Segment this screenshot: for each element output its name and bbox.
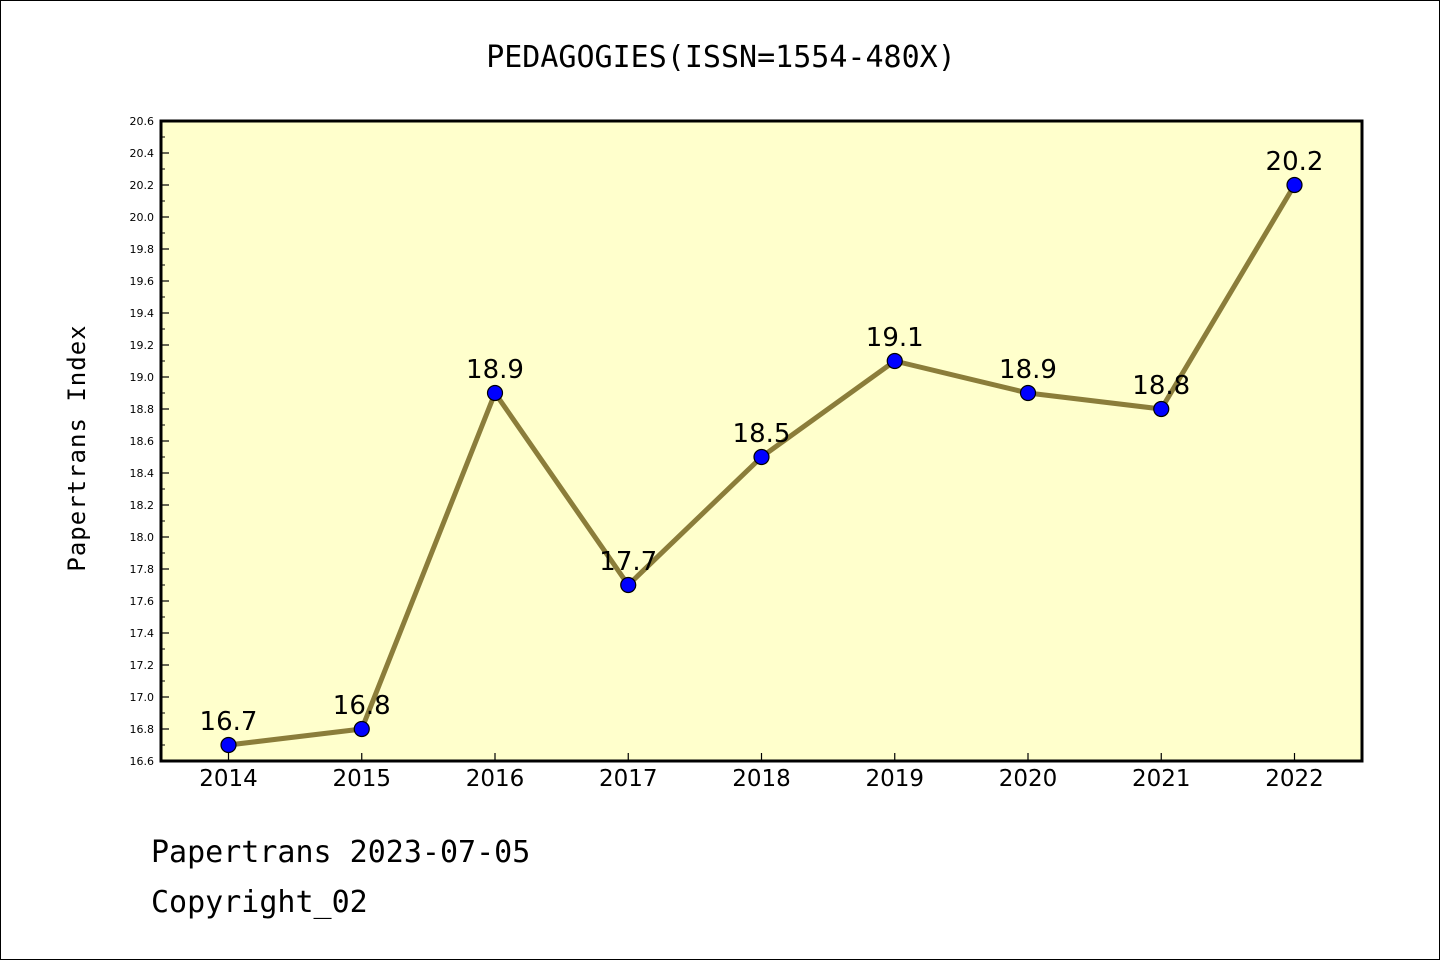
y-tick-label: 20.2 <box>130 179 155 192</box>
y-tick-label: 20.6 <box>130 115 155 128</box>
x-tick-label: 2021 <box>1132 766 1191 792</box>
x-tick-label: 2022 <box>1265 766 1324 792</box>
data-point-2019 <box>886 352 903 370</box>
data-markers <box>220 176 1303 754</box>
data-point-2020 <box>1019 384 1037 402</box>
y-tick-label: 18.8 <box>130 403 155 416</box>
data-label-2021: 18.8 <box>1132 371 1190 401</box>
y-tick-label: 20.0 <box>130 211 155 224</box>
y-tick-label: 17.2 <box>130 659 155 672</box>
y-tick-label: 18.6 <box>130 435 155 448</box>
footer-copyright: Copyright_02 <box>151 885 368 920</box>
data-label-2018: 18.5 <box>733 419 791 449</box>
y-tick-label: 16.8 <box>130 723 155 736</box>
y-tick-label: 16.6 <box>130 755 155 768</box>
y-axis-ticks: 16.6 16.8 17.0 17.2 17.4 17.6 17.8 18.0 18.2 18.4… <box>130 115 169 768</box>
plot-area <box>159 119 1364 763</box>
data-labels: 16.7 16.8 18.9 17.7 18.5 19.1 18.9 18.8 20.2 <box>200 147 1324 737</box>
y-axis-label: Papertrans Index <box>63 324 91 571</box>
data-label-2016: 18.9 <box>466 355 524 385</box>
data-point-2021 <box>1153 400 1170 418</box>
y-tick-label: 18.4 <box>130 467 155 480</box>
y-tick-label: 19.6 <box>130 275 155 288</box>
y-tick-label: 17.0 <box>130 691 155 704</box>
data-point-2017 <box>620 576 637 594</box>
x-tick-label: 2017 <box>599 766 658 792</box>
y-tick-label: 17.8 <box>130 563 155 576</box>
y-tick-label: 18.2 <box>130 499 155 512</box>
y-tick-label: 20.4 <box>130 147 155 160</box>
y-tick-label: 19.8 <box>130 243 155 256</box>
data-label-2015: 16.8 <box>333 691 391 721</box>
x-tick-label: 2016 <box>466 766 525 792</box>
y-tick-label: 17.6 <box>130 595 155 608</box>
y-tick-label: 19.0 <box>130 371 155 384</box>
x-tick-label: 2020 <box>999 766 1058 792</box>
data-label-2022: 20.2 <box>1266 147 1324 177</box>
data-label-2017: 17.7 <box>599 547 657 577</box>
x-axis-ticks: 2014 2015 2016 2017 2018 2019 2020 2021 2022 <box>199 753 1324 792</box>
chart-title: PEDAGOGIES(ISSN=1554-480X) <box>486 40 956 75</box>
x-tick-label: 2015 <box>332 766 391 792</box>
y-tick-label: 19.4 <box>130 307 155 320</box>
y-tick-label: 18.0 <box>130 531 155 544</box>
data-label-2014: 16.7 <box>200 707 258 737</box>
data-point-2022 <box>1286 176 1303 194</box>
data-label-2020: 18.9 <box>999 355 1057 385</box>
data-point-2016 <box>486 384 504 402</box>
data-point-2018 <box>753 448 770 466</box>
footer-date: Papertrans 2023-07-05 <box>151 835 531 870</box>
y-tick-label: 17.4 <box>130 627 155 640</box>
data-label-2019: 19.1 <box>866 323 924 353</box>
x-tick-label: 2019 <box>865 766 924 792</box>
data-point-2014 <box>220 736 237 754</box>
x-tick-label: 2014 <box>199 766 258 792</box>
y-tick-label: 19.2 <box>130 339 155 352</box>
data-point-2015 <box>353 720 370 738</box>
x-tick-label: 2018 <box>732 766 791 792</box>
